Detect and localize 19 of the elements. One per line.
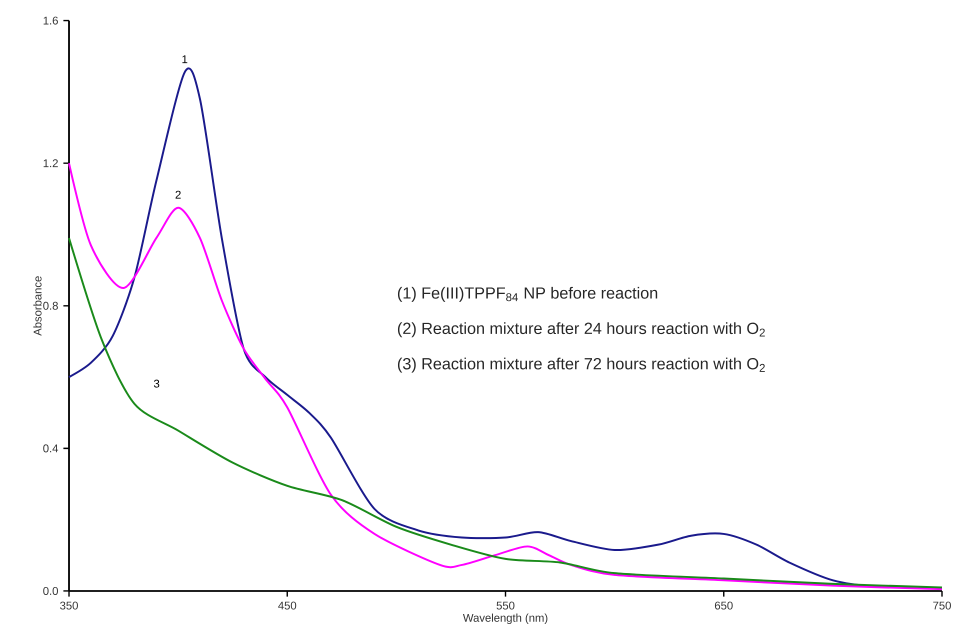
annotation: (1) Fe(III)TPPF$_{84}$ NP before reaction [398, 286, 658, 302]
x-axis-title: Wavelength (nm) [462, 614, 548, 624]
annotation: (3) Reaction mixture after 72 hours reaction with O$_{2}$ [398, 358, 765, 373]
x-tick-label: 650 [714, 602, 733, 610]
annotation: (2) Reaction mixture after 24 hours reaction with O$_{2}$ [398, 322, 765, 338]
series-label: 2 [176, 190, 181, 199]
y-tick-label: 1.2 [44, 159, 58, 168]
y-tick-label: 0.0 [43, 587, 58, 595]
y-axis-title: Absorbance [33, 276, 42, 336]
x-tick-label: 550 [496, 602, 514, 610]
line-series [68, 237, 943, 588]
text: 3 [154, 380, 160, 388]
x-tick-label: 750 [933, 602, 951, 610]
y-tick-label: 1.6 [44, 16, 58, 25]
x-tick-label: 350 [60, 602, 78, 610]
series-label: 1 [182, 55, 188, 64]
y-tick-label: 0.4 [43, 444, 58, 452]
y-tick-label: 0.8 [43, 302, 58, 310]
x-tick-label: 450 [278, 602, 296, 610]
